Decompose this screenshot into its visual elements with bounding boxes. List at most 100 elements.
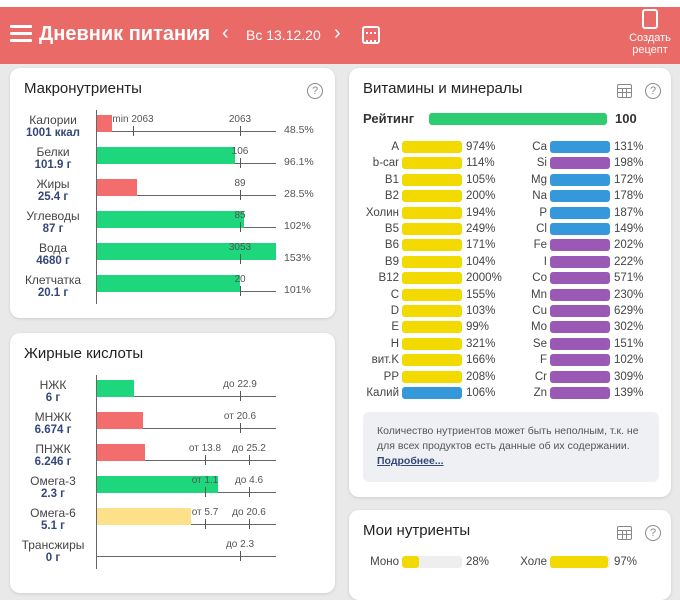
vitamin-row: Ca 131% [497, 140, 647, 155]
bar-axis: 3053 [96, 242, 276, 264]
my-nutrients-card: Мои нутриенты ? Моно 28% Холе 97% [349, 510, 671, 600]
vitamin-row: B1 105% [349, 173, 499, 188]
vitamin-percent: 198% [614, 157, 644, 170]
vitamin-percent: 149% [614, 223, 644, 235]
vitamin-row: F 102% [497, 353, 647, 368]
menu-icon[interactable] [10, 25, 32, 43]
percent-value: 102% [284, 220, 311, 232]
vitamin-percent: 178% [614, 190, 644, 203]
vitamin-name: B1 [384, 173, 399, 186]
nutrient-name: Моно [370, 556, 399, 568]
target-label: 89 [234, 178, 246, 189]
target-tick [249, 519, 250, 529]
vertical-axis [96, 110, 97, 304]
vitamin-percent: 102% [614, 354, 644, 367]
vitamin-percent: 171% [466, 239, 496, 252]
info-note: Количество нутриентов может быть неполны… [363, 412, 659, 482]
my-nutrient-row: Холе 97% [497, 555, 647, 570]
vitamin-percent: 208% [466, 370, 496, 383]
nutrient-amount: 87 г [42, 223, 64, 235]
row-label: Белки 101.9 г [10, 146, 96, 172]
vitamin-row: Na 178% [497, 189, 647, 204]
vitamin-row: Si 198% [497, 156, 647, 171]
target-tick [205, 455, 206, 465]
current-date[interactable]: Вс 13.12.20 [246, 27, 321, 43]
progress-bar [96, 147, 235, 164]
progress-bar [96, 211, 244, 228]
vitamin-bar [550, 370, 610, 383]
more-link[interactable]: Подробнее... [377, 455, 444, 467]
target-label: до 25.2 [232, 443, 266, 454]
table-icon[interactable] [617, 526, 632, 540]
vitamin-bar [550, 190, 610, 203]
vitamin-name: Mg [531, 173, 547, 186]
create-recipe-button[interactable]: Создать рецепт [624, 9, 676, 56]
nutrient-name: Жиры [36, 177, 70, 191]
target-label: 20 [234, 274, 246, 285]
next-day-button[interactable]: › [334, 22, 341, 44]
percent-value: 28.5% [284, 188, 314, 200]
vitamin-bar [550, 206, 610, 219]
vitamin-row: Калий 106% [349, 386, 499, 401]
target-tick [133, 126, 134, 136]
vitamin-bar [550, 239, 610, 252]
create-recipe-label-2: рецепт [632, 44, 668, 56]
vitamin-bar [550, 255, 610, 268]
prev-day-button[interactable]: ‹ [222, 22, 229, 44]
vitamin-percent: 194% [466, 206, 496, 219]
vitamin-bar [402, 370, 462, 383]
nutrient-name: Омега-3 [30, 474, 76, 488]
nutrient-bar [550, 556, 610, 568]
help-icon[interactable]: ? [307, 83, 323, 99]
chart-row: МНЖК 6.674 г от 20.6 [10, 411, 335, 444]
vitamin-row: Zn 139% [497, 386, 647, 401]
recipe-icon [642, 9, 658, 29]
vitamin-name: Ca [532, 141, 547, 153]
rating-fill [429, 113, 607, 125]
target-tick [249, 487, 250, 497]
calendar-icon[interactable] [362, 26, 380, 44]
row-label: Омега-6 5.1 г [10, 507, 96, 533]
vitamin-percent: 155% [466, 288, 496, 301]
nutrient-percent: 97% [614, 556, 638, 568]
vitamin-percent: 99% [466, 321, 490, 334]
vitamin-row: B5 249% [349, 222, 499, 237]
chart-row: Углеводы 87 г 85 102% [10, 210, 335, 243]
table-icon[interactable] [617, 84, 632, 98]
vitamin-percent: 105% [466, 173, 496, 186]
help-icon[interactable]: ? [645, 525, 661, 541]
vitamin-percent: 106% [466, 387, 496, 399]
vitamin-row: вит.K 166% [349, 353, 499, 368]
help-icon[interactable]: ? [645, 83, 661, 99]
vitamin-name: Zn [533, 387, 547, 399]
target-tick [240, 391, 241, 401]
vitamin-bar [550, 321, 610, 334]
vitamin-bar [550, 157, 610, 170]
vitamin-row: b-car 114% [349, 156, 499, 171]
vitamin-bar [402, 206, 462, 219]
target-tick [240, 158, 241, 168]
vitamin-bar [550, 305, 610, 317]
vitamin-row: Fe 202% [497, 238, 647, 253]
rating-value: 100 [615, 111, 637, 126]
vitamin-row: Se 151% [497, 337, 647, 352]
vitamin-percent: 309% [614, 370, 644, 383]
nutrient-name: Калории [29, 113, 77, 127]
row-label: НЖК 6 г [10, 379, 96, 405]
row-label: ПНЖК 6.246 г [10, 443, 96, 469]
chart-row: НЖК 6 г до 22.9 [10, 379, 335, 412]
target-label: 2063 [228, 114, 252, 125]
target-tick [205, 487, 206, 497]
vitamin-percent: 151% [614, 337, 644, 350]
vitamin-row: I 222% [497, 255, 647, 270]
vitamins-title: Витамины и минералы [363, 80, 523, 97]
rating-label: Рейтинг [363, 111, 415, 126]
vitamin-bar [402, 288, 462, 301]
vitamin-bar [402, 141, 462, 153]
vitamin-bar [550, 354, 610, 367]
target-label: до 22.9 [223, 379, 257, 390]
chart-row: Омега-6 5.1 г от 5.7 до 20.6 [10, 507, 335, 540]
vitamin-name: Cl [536, 223, 547, 235]
vitamin-row: Cl 149% [497, 222, 647, 237]
vitamin-row: Mn 230% [497, 288, 647, 303]
